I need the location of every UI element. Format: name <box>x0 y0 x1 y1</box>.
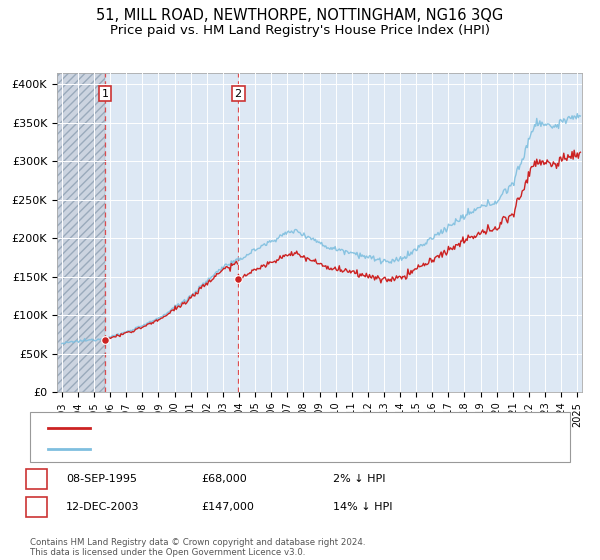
Text: 14% ↓ HPI: 14% ↓ HPI <box>333 502 392 512</box>
Bar <box>57 73 105 392</box>
Text: 1: 1 <box>32 474 40 484</box>
Text: 2% ↓ HPI: 2% ↓ HPI <box>333 474 386 484</box>
Text: 2: 2 <box>32 502 40 512</box>
Text: 12-DEC-2003: 12-DEC-2003 <box>66 502 139 512</box>
Text: £68,000: £68,000 <box>201 474 247 484</box>
Text: 1: 1 <box>101 88 109 99</box>
Text: HPI: Average price, detached house, Broxtowe: HPI: Average price, detached house, Brox… <box>99 445 358 454</box>
Text: 08-SEP-1995: 08-SEP-1995 <box>66 474 137 484</box>
Text: Contains HM Land Registry data © Crown copyright and database right 2024.
This d: Contains HM Land Registry data © Crown c… <box>30 538 365 557</box>
Text: Price paid vs. HM Land Registry's House Price Index (HPI): Price paid vs. HM Land Registry's House … <box>110 24 490 37</box>
Text: 51, MILL ROAD, NEWTHORPE, NOTTINGHAM, NG16 3QG (detached house): 51, MILL ROAD, NEWTHORPE, NOTTINGHAM, NG… <box>99 423 511 433</box>
Text: 51, MILL ROAD, NEWTHORPE, NOTTINGHAM, NG16 3QG: 51, MILL ROAD, NEWTHORPE, NOTTINGHAM, NG… <box>97 8 503 24</box>
Text: 2: 2 <box>235 88 242 99</box>
Bar <box>57 73 105 392</box>
Text: £147,000: £147,000 <box>201 502 254 512</box>
